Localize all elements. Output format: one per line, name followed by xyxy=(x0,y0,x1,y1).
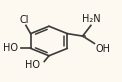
Text: H₂N: H₂N xyxy=(82,14,100,24)
Text: HO: HO xyxy=(25,60,40,70)
Text: Cl: Cl xyxy=(20,15,30,25)
Text: HO: HO xyxy=(3,43,18,53)
Text: OH: OH xyxy=(95,44,110,54)
